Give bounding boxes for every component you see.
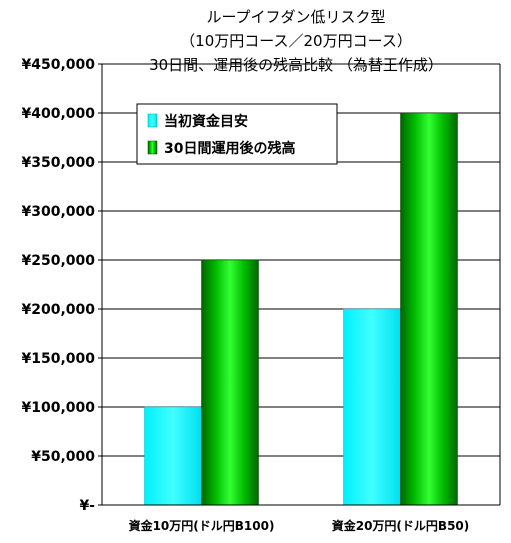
y-axis-tick-label: ¥100,000 [21, 400, 95, 416]
bar-initial-capital [144, 406, 202, 506]
y-axis-tick-label: ¥350,000 [21, 155, 95, 171]
bar-initial-capital [343, 308, 401, 506]
x-axis-category-labels: 資金10万円(ドル円B100) 資金20万円(ドル円B50) [129, 518, 470, 533]
legend-swatch-initial-capital [147, 113, 158, 128]
chart-title: ループイフダン低リスク型 （10万円コース／20万円コース） 30日間、運用後の… [149, 8, 443, 74]
legend-label-initial-capital: 当初資金目安 [164, 113, 248, 130]
y-axis-tick-label: ¥300,000 [21, 204, 95, 220]
y-axis-tick-label: ¥150,000 [21, 351, 95, 367]
y-axis-tick-label: ¥400,000 [21, 106, 95, 122]
chart-title-line-2: （10万円コース／20万円コース） [180, 32, 412, 50]
chart-title-line-3: 30日間、運用後の残高比較 （為替王作成） [149, 56, 443, 74]
bars [144, 112, 458, 506]
y-axis-tick-label: ¥250,000 [21, 253, 95, 269]
chart-title-line-1: ループイフダン低リスク型 [206, 8, 385, 26]
legend-label-balance-after-30-days: 30日間運用後の残高 [164, 140, 295, 157]
legend: 当初資金目安 30日間運用後の残高 [136, 103, 338, 165]
x-axis-category-label: 資金10万円(ドル円B100) [129, 518, 275, 533]
axes [101, 64, 501, 506]
y-axis-tick-label: ¥200,000 [21, 302, 95, 318]
y-axis-tick-label: ¥450,000 [21, 57, 95, 73]
legend-swatch-balance-after-30-days [147, 140, 158, 155]
x-axis-category-label: 資金20万円(ドル円B50) [332, 518, 470, 533]
bar-balance-after-30-days [400, 112, 458, 506]
bar-balance-after-30-days [201, 259, 259, 506]
y-axis-tick-label: ¥- [79, 498, 95, 514]
y-axis-tick-labels: ¥- ¥50,000 ¥100,000 ¥150,000 ¥200,000 ¥250,00… [21, 57, 95, 514]
legend-box [136, 103, 338, 165]
y-axis-tick-label: ¥50,000 [31, 449, 95, 465]
